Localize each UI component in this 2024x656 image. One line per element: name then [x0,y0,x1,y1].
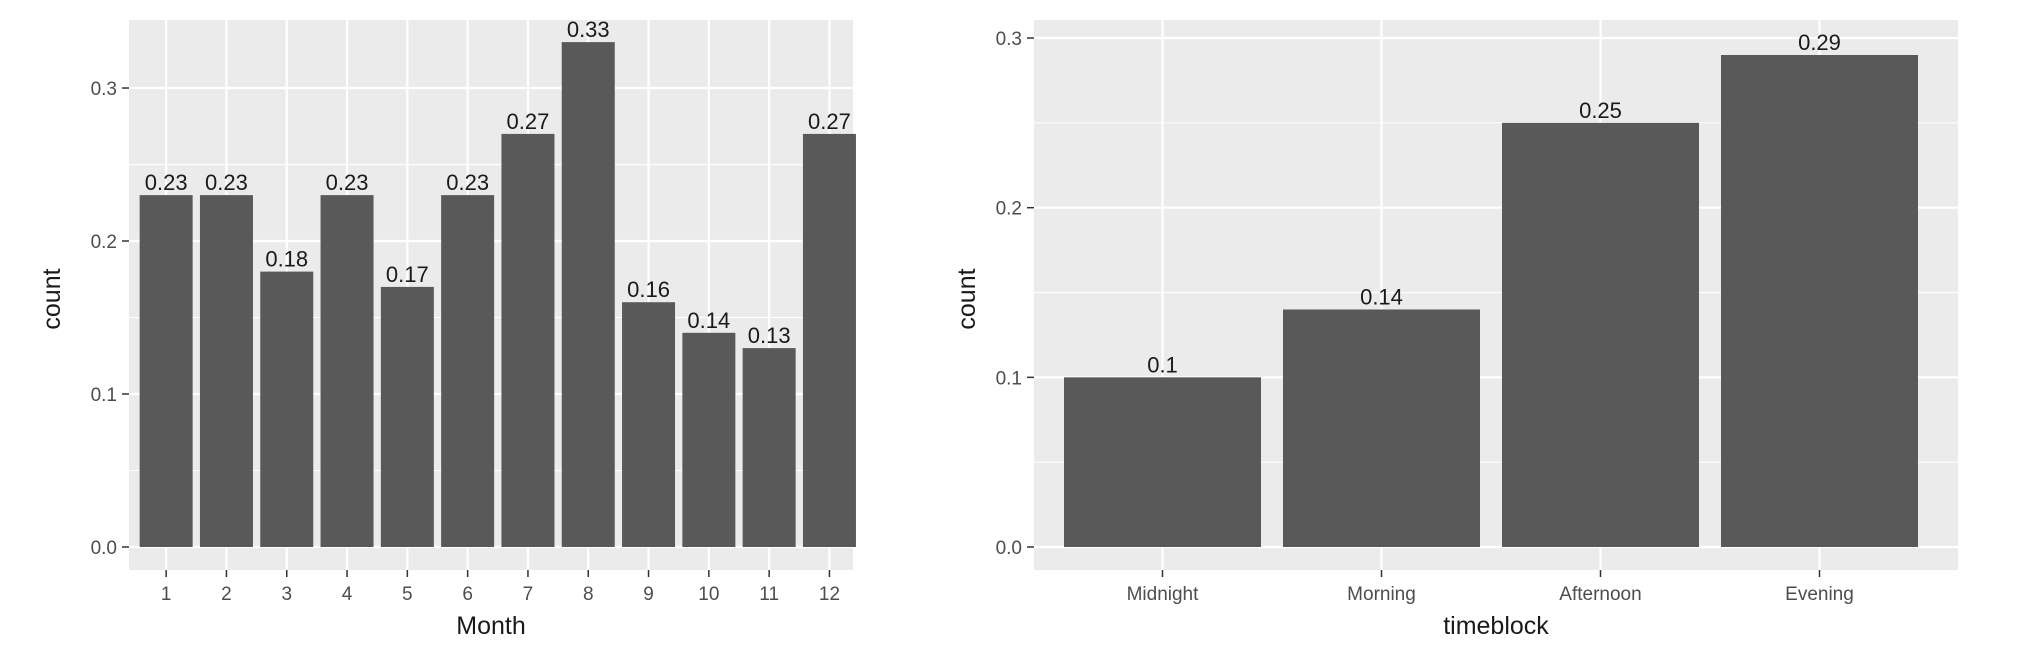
month-x-tick-label: 2 [221,584,232,605]
month-y-tick-label: 0.1 [91,385,117,406]
month-y-axis-title: count [38,268,66,329]
month-y-tick-label: 0.2 [91,232,117,253]
month-data-label: 0.23 [326,170,369,195]
month-data-label: 0.27 [808,109,851,134]
month-bar-2 [199,195,253,547]
timeblock-data-label: 0.29 [1798,30,1841,55]
timeblock-data-label: 0.14 [1360,284,1403,309]
timeblock-bar-Morning [1283,309,1480,547]
month-bar-6 [441,195,495,547]
timeblock-data-label: 0.25 [1579,98,1622,123]
timeblock-y-tick-label: 0.3 [996,29,1022,50]
timeblock-y-axis-title: count [953,268,981,329]
timeblock-data-label: 0.1 [1147,352,1178,377]
timeblock-x-tick-label: Afternoon [1559,584,1641,605]
timeblock-x-axis-title: timeblock [1443,612,1549,640]
month-x-tick-label: 1 [161,584,172,605]
month-x-axis-title: Month [456,612,525,640]
month-x-tick-label: 11 [759,584,779,605]
month-bar-9 [622,302,676,547]
month-data-label: 0.18 [265,247,308,272]
month-data-label: 0.16 [627,277,670,302]
timeblock-x-tick-label: Midnight [1127,584,1200,605]
month-bar-1 [139,195,193,547]
month-x-tick-label: 10 [698,584,719,605]
month-x-tick-label: 3 [281,584,292,605]
month-bar-11 [742,348,796,547]
month-x-tick-label: 6 [462,584,473,605]
month-x-tick-label: 7 [523,584,534,605]
month-y-tick-label: 0.0 [91,538,117,559]
month-data-label: 0.23 [145,170,188,195]
month-data-label: 0.23 [446,170,489,195]
month-bar-10 [682,332,736,547]
timeblock-bar-Afternoon [1502,122,1699,547]
month-bar-12 [802,133,856,547]
month-data-label: 0.23 [205,170,248,195]
month-bar-3 [260,271,314,547]
month-data-label: 0.13 [748,323,791,348]
month-data-label: 0.27 [507,109,550,134]
month-data-label: 0.14 [687,308,730,333]
month-bar-8 [561,42,615,548]
timeblock-count-chart: 0.1 0.14 0.25 0.29 0.0 0.1 0.2 0.3 Midnight Morni… [953,20,1958,640]
month-data-label: 0.17 [386,262,429,287]
timeblock-x-tick-label: Morning [1347,584,1416,605]
month-x-tick-label: 4 [342,584,353,605]
timeblock-bar-Midnight [1064,377,1261,547]
timeblock-x-tick-label: Evening [1785,584,1854,605]
timeblock-y-tick-label: 0.0 [996,538,1022,559]
month-bar-5 [380,286,434,547]
timeblock-y-tick-label: 0.2 [996,199,1022,220]
timeblock-bar-Evening [1721,55,1918,547]
month-bar-4 [320,195,374,547]
month-data-label: 0.33 [567,17,610,42]
timeblock-y-tick-label: 0.1 [996,368,1022,389]
month-x-tick-label: 12 [819,584,840,605]
month-y-tick-label: 0.3 [91,79,117,100]
month-x-tick-label: 9 [643,584,654,605]
month-x-tick-label: 5 [402,584,413,605]
month-x-tick-label: 8 [583,584,594,605]
month-count-chart: 0.23 0.230.180.230.170.230.270.330.160.14… [38,17,856,640]
month-bar-7 [501,133,555,547]
